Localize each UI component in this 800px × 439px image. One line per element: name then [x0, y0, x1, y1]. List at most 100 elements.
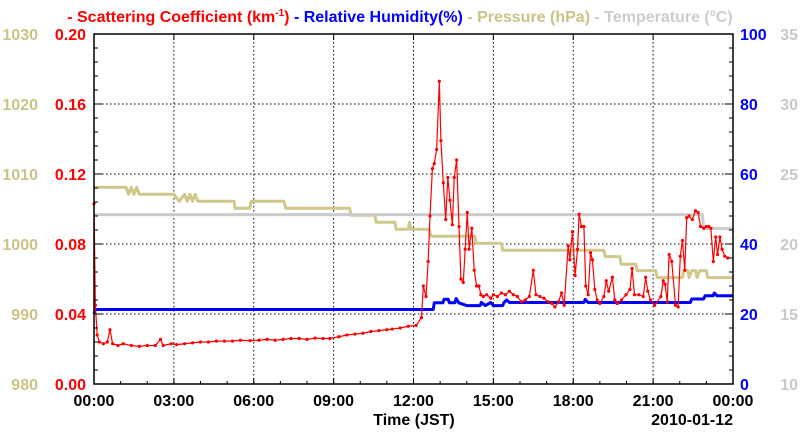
data-point	[385, 328, 389, 332]
data-point	[607, 289, 611, 293]
data-point	[702, 226, 706, 230]
data-point	[602, 294, 606, 299]
legend-entry: - Relative Humidity(%)	[290, 9, 463, 26]
temperature-tick-label: 25	[780, 167, 798, 184]
pressure-tick-label: 1030	[2, 27, 38, 44]
x-tick-label: 03:00	[153, 393, 194, 410]
data-point	[562, 303, 566, 307]
series-line-relative-humidity	[92, 291, 733, 315]
chart-title: - Scattering Coefficient (km-1) - Relati…	[67, 8, 733, 26]
data-point	[475, 284, 479, 288]
data-point	[680, 238, 685, 243]
data-point	[723, 254, 727, 258]
x-tick-label: 09:00	[313, 393, 354, 410]
humidity-tick-label: 60	[740, 167, 758, 184]
data-point	[448, 198, 452, 202]
data-point	[503, 293, 507, 297]
data-point	[709, 226, 713, 230]
data-point	[579, 224, 584, 229]
data-point	[515, 294, 519, 299]
data-point	[424, 294, 428, 299]
data-point	[715, 252, 720, 257]
data-point	[230, 339, 235, 343]
data-point	[222, 339, 227, 343]
data-point	[182, 342, 187, 346]
data-point	[289, 336, 293, 341]
data-point	[711, 259, 715, 264]
data-point	[414, 323, 418, 327]
data-point	[455, 158, 459, 162]
data-point	[214, 339, 219, 343]
data-point	[97, 340, 101, 344]
legend-superscript: -1	[275, 8, 284, 19]
data-point	[615, 301, 619, 306]
data-point	[519, 300, 523, 304]
data-point	[305, 337, 309, 341]
data-point	[531, 268, 535, 272]
data-point	[190, 341, 195, 345]
data-point	[153, 343, 157, 348]
data-point	[472, 268, 476, 272]
data-point	[281, 337, 285, 341]
data-point	[678, 254, 682, 258]
data-point	[720, 247, 724, 251]
humidity-tick-label: 80	[740, 97, 758, 114]
data-point	[570, 230, 575, 234]
data-point	[593, 287, 597, 292]
humidity-tick-label: 20	[740, 307, 758, 324]
data-point	[426, 259, 430, 264]
data-point	[659, 294, 663, 299]
data-point	[313, 336, 317, 340]
scattering-tick-label: 0.00	[55, 377, 86, 394]
data-point	[116, 343, 120, 348]
data-point	[169, 342, 173, 346]
data-point	[714, 235, 718, 239]
data-point	[450, 223, 454, 227]
data-point	[687, 214, 691, 218]
pressure-tick-label: 1000	[2, 237, 38, 254]
data-point	[588, 251, 593, 255]
data-point	[491, 293, 495, 297]
data-point	[121, 342, 125, 346]
legend-entry-tail: )	[284, 9, 289, 26]
data-point	[527, 294, 531, 299]
data-point	[377, 329, 381, 333]
data-point	[369, 329, 373, 334]
data-point	[584, 284, 588, 288]
data-point	[577, 212, 581, 216]
data-point	[523, 298, 527, 302]
data-point	[446, 175, 450, 180]
x-tick-label: 18:00	[553, 393, 594, 410]
data-point	[641, 294, 645, 299]
series-line-pressure	[94, 185, 733, 280]
data-point	[435, 147, 439, 152]
data-point	[361, 331, 365, 335]
temperature-tick-label: 20	[780, 237, 798, 254]
data-point	[273, 338, 277, 342]
data-point	[704, 224, 708, 229]
date-label: 2010-01-12	[651, 412, 733, 429]
data-point	[145, 343, 149, 348]
data-point	[419, 315, 424, 320]
legend-entry: - Temperature (	[590, 9, 710, 26]
data-point	[538, 294, 542, 299]
data-point	[95, 333, 99, 337]
data-point	[428, 214, 432, 218]
legend-entry: - Pressure (hPa)	[463, 9, 590, 26]
x-tick-label: 00:00	[713, 393, 754, 410]
data-point	[619, 298, 624, 302]
data-point	[683, 268, 687, 272]
data-point	[457, 224, 461, 229]
data-point	[582, 224, 586, 229]
data-point	[598, 301, 602, 306]
data-point	[265, 337, 269, 341]
data-point	[406, 324, 410, 328]
data-point	[573, 273, 577, 278]
scattering-tick-label: 0.12	[55, 167, 86, 184]
data-point	[685, 216, 689, 220]
data-point	[398, 326, 402, 330]
data-point	[345, 333, 349, 337]
data-point	[437, 79, 441, 83]
data-point	[511, 293, 515, 297]
data-point	[559, 291, 564, 295]
